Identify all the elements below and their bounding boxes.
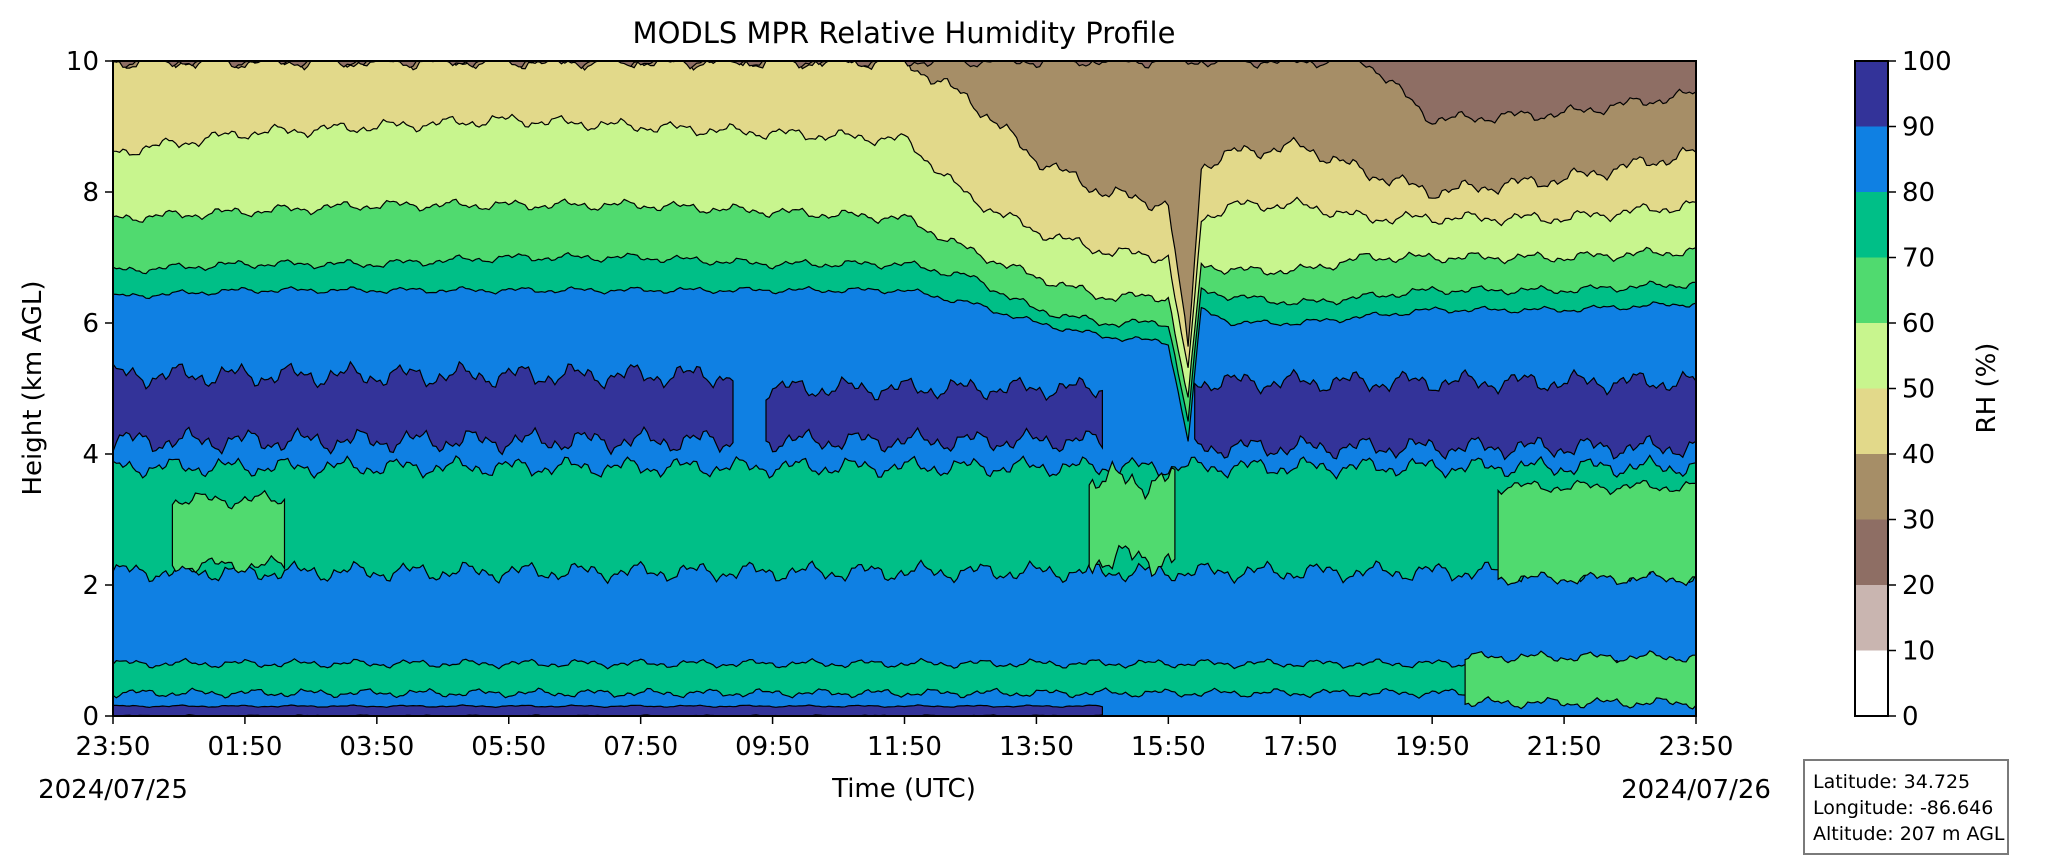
chart-title: MODLS MPR Relative Humidity Profile <box>633 16 1176 50</box>
colorbar-tick-label: 60 <box>1902 309 1935 339</box>
station-info-box: Latitude: 34.725 Longitude: -86.646 Alti… <box>1803 759 2009 855</box>
x-tick-label: 07:50 <box>603 732 678 762</box>
colorbar-swatch <box>1855 61 1888 127</box>
colorbar-swatch <box>1855 454 1888 520</box>
longitude-text: Longitude: -86.646 <box>1813 797 1994 819</box>
colorbar-tick-label: 0 <box>1902 702 1919 732</box>
rh-60-70-low-east <box>1464 650 1696 710</box>
rh-60-70-patch-east <box>1497 479 1696 587</box>
x-tick-label: 23:50 <box>76 732 151 762</box>
colorbar-tick-label: 80 <box>1902 178 1935 208</box>
x-tick-label: 03:50 <box>339 732 414 762</box>
y-axis-label: Height (km AGL) <box>18 280 48 495</box>
colorbar-tick-label: 90 <box>1902 113 1935 143</box>
x-tick-label: 11:50 <box>867 732 942 762</box>
plot-area <box>113 61 1696 716</box>
rh-20-30-upper <box>113 61 1696 125</box>
x-tick-label: 15:50 <box>1131 732 1206 762</box>
x-tick-label: 05:50 <box>471 732 546 762</box>
latitude-text: Latitude: 34.725 <box>1813 771 1971 793</box>
rh-70-80-low-band <box>113 657 1696 699</box>
x-tick-label: 13:50 <box>999 732 1074 762</box>
x-axis-label: Time (UTC) <box>831 774 976 804</box>
x-tick-label: 09:50 <box>735 732 810 762</box>
rh-90-100-layer-west <box>113 360 734 456</box>
x-tick-label: 01:50 <box>207 732 282 762</box>
colorbar-tick-label: 40 <box>1902 440 1935 470</box>
y-tick-label: 10 <box>66 47 99 77</box>
colorbar-label: RH (%) <box>1972 343 2002 434</box>
colorbar-swatch <box>1855 585 1888 651</box>
altitude-text: Altitude: 207 m AGL <box>1813 823 2005 845</box>
colorbar-tick-label: 30 <box>1902 506 1935 536</box>
rh-90-100-surface-layer <box>113 704 1103 716</box>
x-tick-label: 23:50 <box>1659 732 1734 762</box>
colorbar-tick-label: 10 <box>1902 637 1935 667</box>
y-tick-label: 0 <box>82 702 99 732</box>
colorbar-swatch <box>1855 126 1888 192</box>
start-date-label: 2024/07/25 <box>38 775 188 805</box>
y-axis: 0 2 4 6 8 10 <box>66 47 113 732</box>
y-tick-label: 8 <box>82 178 99 208</box>
colorbar-tick-label: 100 <box>1902 47 1952 77</box>
colorbar-swatch <box>1855 388 1888 454</box>
rh-contour-layers <box>113 61 1696 716</box>
rh-60-70-patch-west <box>171 489 286 574</box>
colorbar-swatch <box>1855 257 1888 323</box>
colorbar-tick-label: 70 <box>1902 244 1935 274</box>
colorbar-swatch <box>1855 192 1888 258</box>
colorbar: 0 10 20 30 40 50 60 70 80 90 100 <box>1855 47 1952 732</box>
colorbar-tick-label: 50 <box>1902 375 1935 405</box>
end-date-label: 2024/07/26 <box>1621 775 1771 805</box>
rh-90-100-layer-east <box>1194 368 1696 461</box>
colorbar-swatch <box>1855 650 1888 716</box>
colorbar-tick-label: 20 <box>1902 571 1935 601</box>
colorbar-swatch <box>1855 519 1888 585</box>
x-axis: 23:50 01:50 03:50 05:50 07:50 09:50 11:50 13:50… <box>76 716 1734 762</box>
x-tick-label: 17:50 <box>1263 732 1338 762</box>
rh-60-70-patch-center <box>1088 459 1176 578</box>
y-tick-label: 2 <box>82 571 99 601</box>
rh-70-80-mid-band <box>113 454 1696 585</box>
colorbar-frame <box>1854 60 1889 717</box>
rh-90-100-layer-center <box>765 376 1103 453</box>
colorbar-swatch <box>1855 323 1888 389</box>
y-tick-label: 4 <box>82 440 99 470</box>
x-tick-label: 19:50 <box>1395 732 1470 762</box>
x-tick-label: 21:50 <box>1527 732 1602 762</box>
y-tick-label: 6 <box>82 309 99 339</box>
